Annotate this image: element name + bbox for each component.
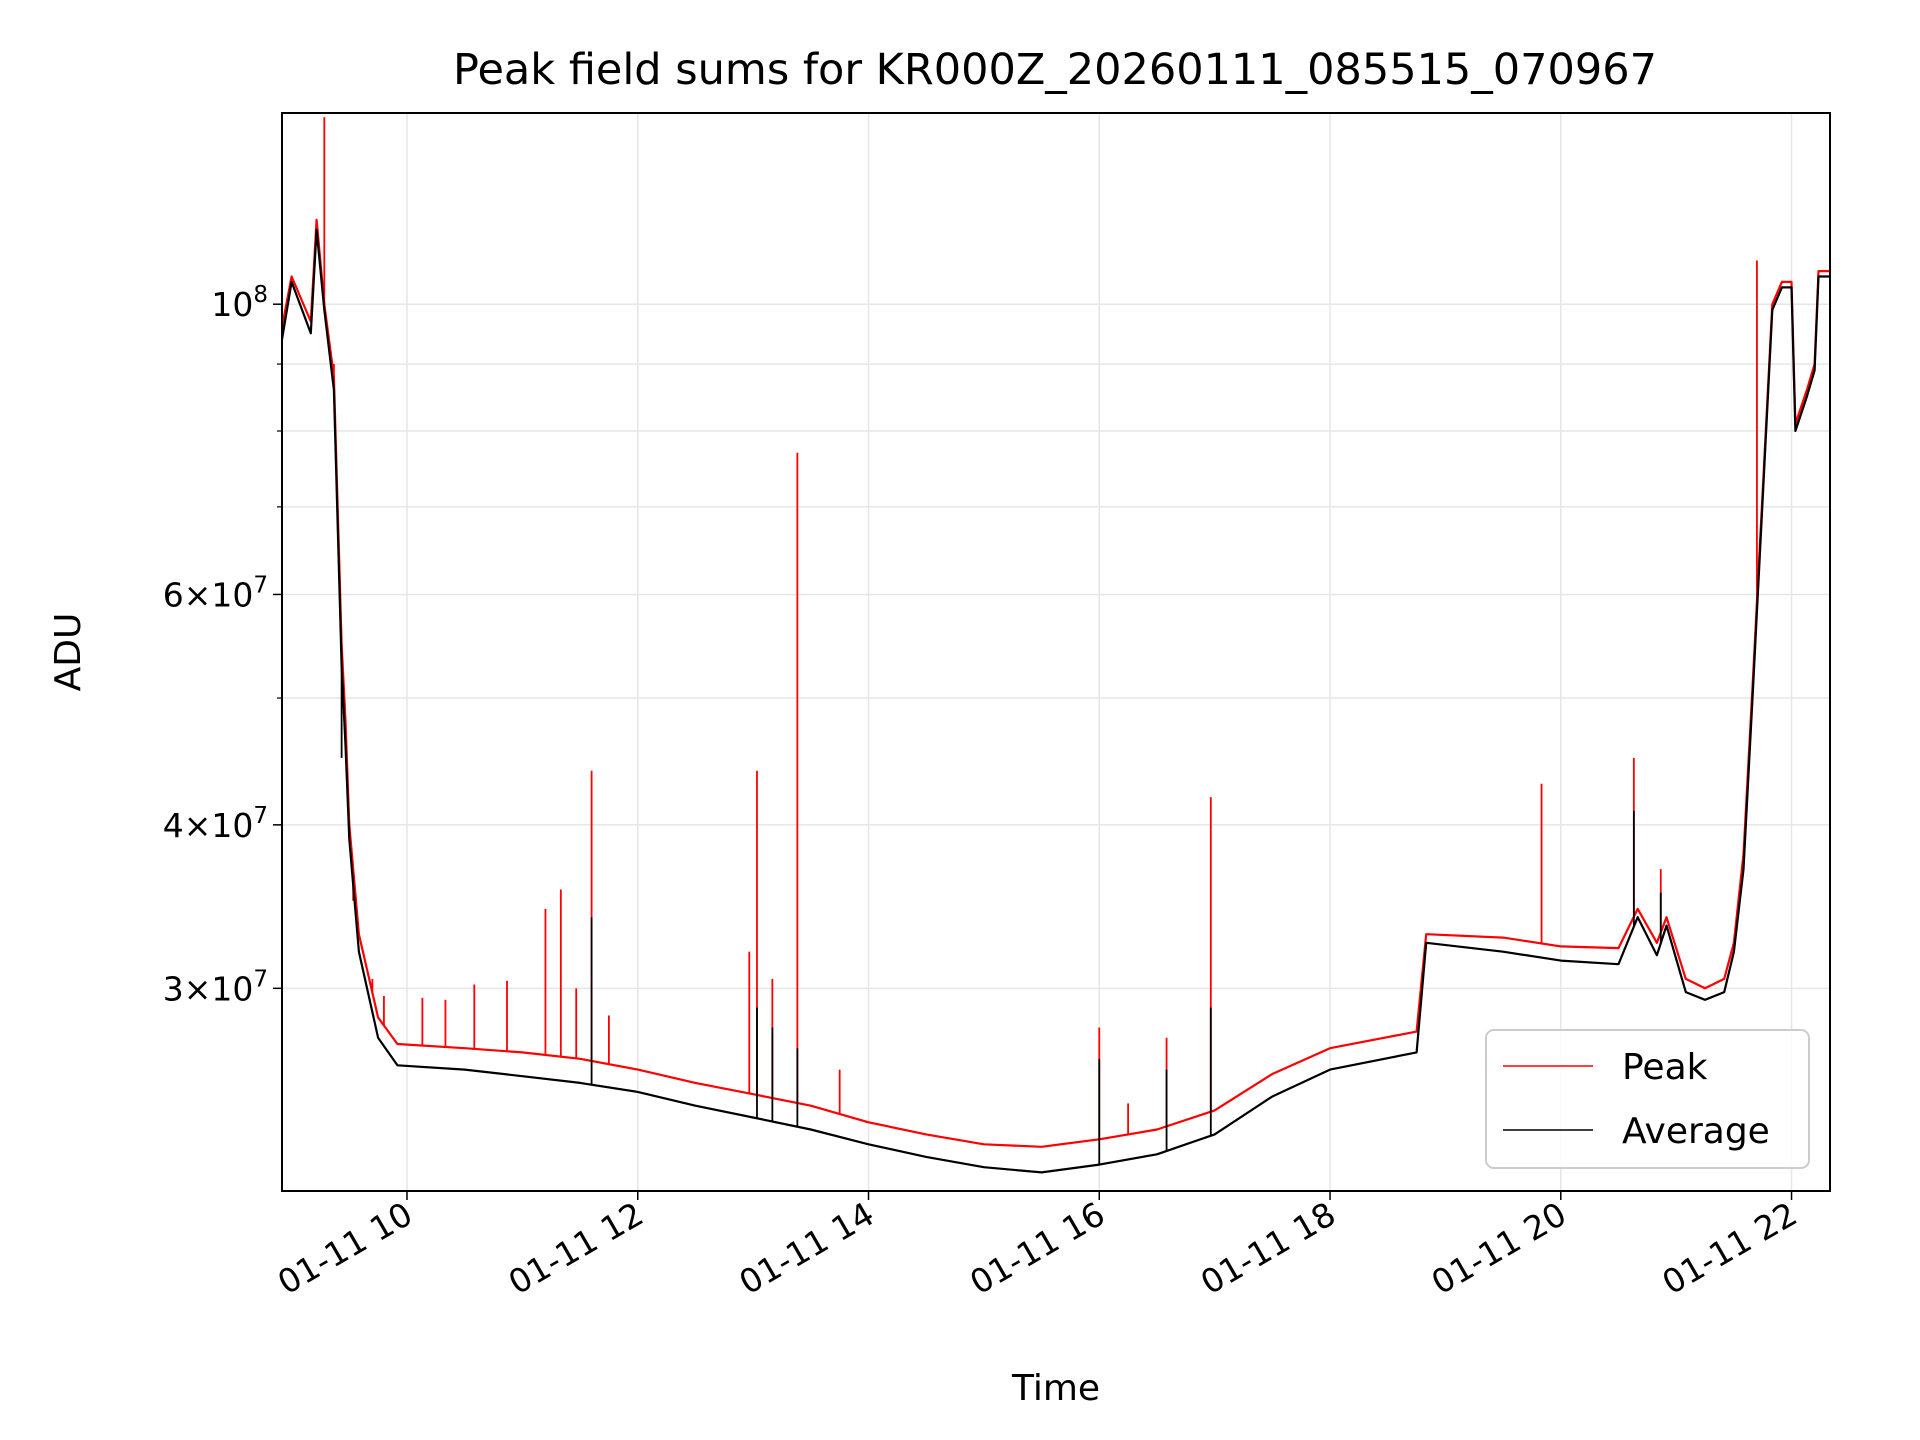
legend-box xyxy=(1485,1029,1810,1169)
y-tick-label: 108 xyxy=(211,282,268,324)
plot-frame xyxy=(281,112,1831,1192)
y-tick-label: 6×107 xyxy=(163,572,268,614)
y-axis: 3×107 4×107 6×107 108 xyxy=(163,282,282,1008)
chart-title: Peak field sums for KR000Z_20260111_0855… xyxy=(453,45,1657,95)
legend-label-peak: Peak xyxy=(1622,1047,1708,1088)
legend-label-average: Average xyxy=(1622,1111,1770,1152)
y-axis-label: ADU xyxy=(48,613,89,692)
legend: Peak Average xyxy=(1485,1029,1810,1169)
y-tick-label: 4×107 xyxy=(163,803,268,845)
x-axis-label: Time xyxy=(1011,1368,1100,1409)
y-tick-label: 3×107 xyxy=(163,966,268,1008)
series-line-average xyxy=(280,228,1830,1174)
plot-area xyxy=(280,117,1830,1174)
grid xyxy=(282,113,1830,1191)
